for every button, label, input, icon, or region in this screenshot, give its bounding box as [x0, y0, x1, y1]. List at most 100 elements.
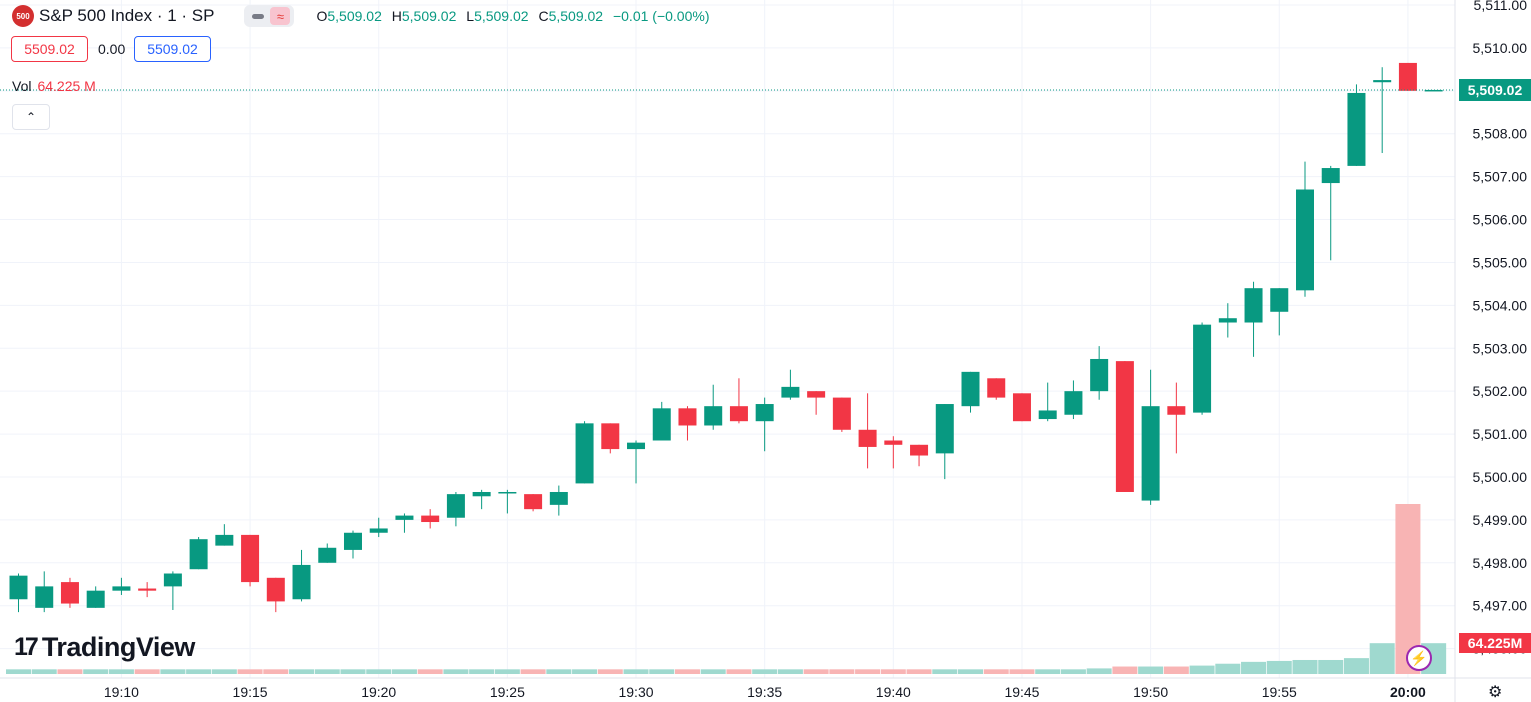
candle-body [60, 582, 79, 604]
candle [1167, 382, 1186, 454]
candle-body [1218, 318, 1237, 323]
sell-price-button[interactable]: 5509.02 [11, 36, 88, 62]
buy-price-button[interactable]: 5509.02 [134, 36, 211, 62]
time-tick-label: 19:50 [1133, 684, 1168, 700]
lightning-icon[interactable]: ⚡ [1406, 645, 1432, 671]
candle-body [1244, 288, 1263, 323]
volume-bar [289, 669, 315, 674]
candle-body [35, 586, 54, 608]
candle-body [1270, 288, 1289, 312]
candle [1038, 382, 1057, 422]
time-tick-label: 19:15 [233, 684, 268, 700]
candle [369, 517, 388, 538]
candle [627, 440, 646, 484]
legend-header: 500 S&P 500 Index · 1 · SP ≈ O5,509.02 H… [12, 4, 715, 28]
time-tick-label: 19:30 [618, 684, 653, 700]
brand-name: TradingView [41, 632, 196, 662]
volume-bar [597, 669, 623, 674]
volume-bar [546, 669, 572, 674]
time-tick-label: 20:00 [1390, 684, 1426, 700]
candle-body [1038, 410, 1057, 420]
candle [1373, 67, 1392, 154]
time-axis[interactable]: 19:10 19:15 19:20 19:25 19:30 19:35 19:40 19:45… [104, 684, 1426, 700]
collapse-legend-button[interactable]: ⌃ [12, 104, 50, 130]
candle [910, 444, 929, 467]
candle [1090, 346, 1109, 400]
volume-bar [1318, 659, 1344, 674]
candle [1115, 361, 1134, 492]
candle [524, 494, 543, 512]
volume-bar [777, 669, 803, 674]
volume-bar [1266, 660, 1292, 674]
candle-body [652, 408, 671, 441]
candle [318, 543, 337, 563]
candle [343, 530, 362, 559]
candle-body [524, 494, 543, 510]
candle [9, 573, 28, 613]
candle [241, 534, 260, 587]
candle-body [961, 371, 980, 407]
high-value: 5,509.02 [401, 8, 457, 24]
candle [266, 577, 285, 613]
candle [60, 577, 79, 608]
symbol-title[interactable]: S&P 500 Index · 1 · SP [39, 6, 215, 25]
volume-bar [1112, 666, 1138, 674]
candle [832, 397, 851, 432]
candle [1296, 161, 1314, 297]
candle [35, 571, 54, 613]
volume-bar [366, 669, 392, 674]
candle [395, 513, 414, 533]
candle [575, 421, 594, 484]
chevron-up-icon: ⌃ [25, 110, 37, 124]
candle-body [1090, 358, 1109, 392]
candle-body [1347, 92, 1366, 166]
candle [1193, 322, 1212, 415]
candle [858, 393, 877, 469]
volume-bar [1060, 669, 1086, 674]
tradingview-logo[interactable]: 17 TradingView [14, 632, 195, 663]
candle-body [215, 534, 234, 546]
candle [112, 577, 131, 595]
volume-bar [443, 669, 469, 674]
volume-bar [469, 669, 495, 674]
candle-body [138, 588, 157, 591]
volume-bar [983, 669, 1009, 674]
volume-bar [958, 669, 984, 674]
volume-bar [340, 669, 366, 674]
volume-bar [932, 669, 958, 674]
open-value: 5,509.02 [327, 8, 382, 24]
candlestick-series [9, 62, 1443, 613]
candle-body [832, 397, 851, 430]
volume-bar [1163, 666, 1189, 674]
candle-body [163, 573, 182, 587]
candle [215, 524, 234, 546]
volume-bar [649, 669, 675, 674]
candle [601, 423, 620, 454]
visibility-toggle[interactable]: ≈ [244, 5, 295, 27]
candle [652, 401, 671, 441]
candle [1064, 380, 1083, 420]
candle [189, 537, 208, 570]
candle-body [935, 404, 954, 454]
volume-value: 64.225 M [37, 78, 96, 94]
gear-icon[interactable]: ⚙ [1488, 684, 1503, 701]
volume-bar [417, 669, 443, 674]
volume-bar [803, 669, 829, 674]
volume-bar [1086, 668, 1112, 674]
volume-bar [57, 669, 83, 674]
candle [1270, 288, 1289, 336]
candle-body [112, 586, 131, 591]
candle-body [472, 491, 491, 497]
candle [1321, 165, 1340, 261]
candle-body [446, 494, 465, 518]
time-tick-label: 19:40 [876, 684, 911, 700]
volume-bar [880, 669, 906, 674]
price-tick-label: 5,503.00 [1473, 340, 1528, 356]
close-value: 5,509.02 [548, 8, 604, 24]
candle-body [755, 404, 774, 422]
candle-body [343, 532, 362, 550]
ohlc-values: O5,509.02 H5,509.02 L5,509.02 C5,509.02 … [316, 8, 710, 24]
price-tick-label: 5,500.00 [1473, 469, 1528, 485]
